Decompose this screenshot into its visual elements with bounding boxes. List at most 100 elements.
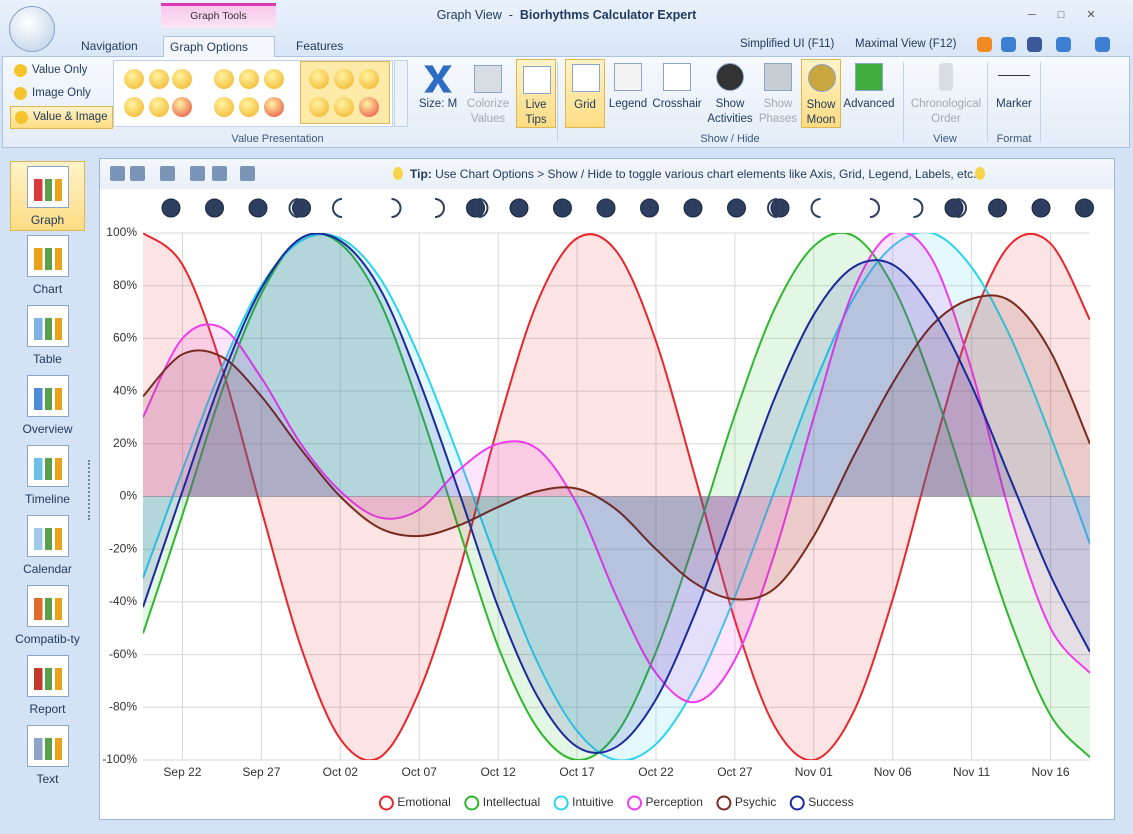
moon-phase: [988, 198, 1007, 218]
icon-detail: [33, 318, 62, 340]
ribbon-button[interactable]: Size: M: [412, 59, 464, 128]
tab[interactable]: Features: [296, 39, 344, 53]
x-tick-label: Nov 11: [953, 765, 990, 779]
moon-phase: [248, 198, 268, 218]
area: [143, 233, 1090, 760]
legend-item[interactable]: Emotional: [378, 795, 451, 811]
ribbon-button[interactable]: Advanced: [842, 59, 896, 128]
legend-label: Intellectual: [483, 795, 540, 809]
ribbon-button[interactable]: Colorize Values: [462, 59, 514, 128]
face-icon: [359, 97, 379, 117]
sidebar-icon: [26, 725, 69, 767]
window-controls[interactable]: ─□✕: [1028, 9, 1118, 21]
sidebar-item[interactable]: Calendar: [10, 511, 85, 581]
moon-crescent: [332, 198, 343, 218]
moon-disc: [596, 198, 616, 218]
view-toggle[interactable]: Maximal View (F12): [855, 38, 957, 50]
face-icon: [264, 97, 284, 117]
ribbon-button[interactable]: Chronological Order: [906, 59, 986, 128]
button-label: Colorize Values: [466, 98, 510, 125]
legend-marker: [627, 795, 643, 811]
legend-item[interactable]: Intellectual: [464, 795, 540, 811]
x-tick-label: Sep 22: [163, 765, 201, 779]
icon-detail: [33, 388, 62, 410]
sidebar-item[interactable]: Text: [10, 721, 85, 791]
toolbar-icon[interactable]: [130, 166, 145, 181]
chart: -100% -80% -60% -40% -20% 0% 20% 40% 60% 80% 100% S…: [102, 198, 1094, 811]
moon-phase: [1031, 198, 1051, 218]
ribbon-button[interactable]: Show Moon: [801, 59, 841, 128]
ribbon-button[interactable]: Show Activities: [705, 59, 755, 128]
legend-item[interactable]: Success: [789, 795, 854, 811]
toolbar-icon[interactable]: [977, 37, 992, 52]
legend-marker: [464, 795, 480, 811]
sidebar-item[interactable]: Timeline: [10, 441, 85, 511]
toolbar-icon[interactable]: [1001, 37, 1016, 52]
button-icon: [764, 63, 792, 91]
moon-phase: [509, 198, 529, 218]
moon-crescent: [288, 198, 299, 218]
ribbon-button[interactable]: Crosshair: [651, 59, 703, 128]
moon-phase: [288, 198, 311, 218]
button-label: Show Moon: [806, 99, 836, 126]
ribbon-button[interactable]: Legend: [606, 59, 650, 128]
face-icon: [239, 97, 259, 117]
legend-item[interactable]: Intuitive: [553, 795, 614, 811]
ribbon-button[interactable]: Marker: [990, 59, 1038, 128]
ribbon-button[interactable]: Show Phases: [756, 59, 800, 128]
mode-option[interactable]: Value & Image: [10, 106, 113, 129]
mode-option[interactable]: Image Only: [10, 83, 95, 104]
area: [143, 233, 1090, 703]
toolbar-icon[interactable]: [110, 166, 125, 181]
x-tick-label: Oct 07: [402, 765, 438, 779]
chart-panel: [99, 158, 1115, 820]
view-toggle[interactable]: Simplified UI (F11): [740, 38, 835, 50]
sidebar-item[interactable]: Table: [10, 301, 85, 371]
face-icon: [172, 69, 192, 89]
moon-disc: [814, 198, 833, 218]
title-separator: -: [508, 8, 513, 22]
toolbar-icon[interactable]: [1027, 37, 1042, 52]
toolbar-icon[interactable]: [190, 166, 205, 181]
sidebar-item[interactable]: Chart: [10, 231, 85, 301]
group-label: Show / Hide: [700, 133, 760, 145]
tab[interactable]: Graph Options: [163, 36, 275, 57]
face-icon: [172, 97, 192, 117]
mode-option[interactable]: Value Only: [10, 60, 91, 81]
toolbar-icon[interactable]: [240, 166, 255, 181]
x-tick-label: Oct 17: [559, 765, 595, 779]
tab[interactable]: Navigation: [81, 39, 138, 53]
app-menu[interactable]: [9, 6, 55, 52]
sidebar-item[interactable]: Compatib-ty: [10, 581, 85, 651]
group-separator: [987, 62, 988, 142]
legend-item[interactable]: Perception: [627, 795, 703, 811]
toolbar-icon[interactable]: [160, 166, 175, 181]
moon-disc: [553, 198, 572, 218]
sidebar-item[interactable]: Graph: [10, 161, 85, 231]
toolbar-icon[interactable]: [1056, 37, 1071, 52]
moon-phase: [466, 198, 489, 218]
face-icon: [264, 69, 284, 89]
moon-crescent: [869, 198, 880, 218]
toolbar-icon[interactable]: [212, 166, 227, 181]
moon-phase: [205, 198, 224, 218]
tip-icon: [393, 167, 403, 180]
toolbar-icon[interactable]: [1095, 37, 1110, 52]
ribbon-button[interactable]: Live Tips: [516, 59, 556, 128]
ribbon-button[interactable]: Grid: [565, 59, 605, 128]
sidebar-item[interactable]: Overview: [10, 371, 85, 441]
moon-crescent: [956, 198, 967, 218]
y-tick-label: -60%: [109, 647, 137, 661]
area: [143, 233, 1090, 760]
legend-item[interactable]: Psychic: [716, 795, 776, 811]
button-label: Advanced: [843, 98, 895, 110]
group-label: Format: [996, 133, 1032, 145]
sidebar-item[interactable]: Report: [10, 651, 85, 721]
face-gallery[interactable]: [113, 60, 393, 127]
splitter: [88, 460, 94, 520]
icon-detail: [33, 598, 62, 620]
button-icon: [424, 65, 452, 93]
moon-phase: [553, 198, 572, 218]
sidebar-icon: [26, 585, 69, 627]
moon-disc: [1031, 198, 1051, 218]
